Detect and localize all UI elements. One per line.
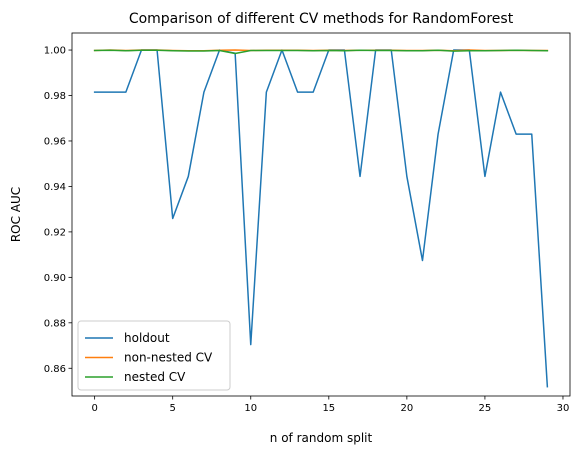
x-tick-label: 10 [244,403,257,414]
y-tick-label: 0.90 [44,273,66,284]
legend-label: nested CV [124,370,186,384]
x-tick-label: 15 [322,403,335,414]
y-tick-label: 0.88 [44,318,66,329]
x-tick-label: 30 [557,403,570,414]
y-tick-label: 0.98 [44,91,66,102]
legend-label: holdout [124,331,170,345]
x-axis-ticks: 0 5 10 15 20 25 30 [91,396,569,414]
x-tick-label: 25 [479,403,492,414]
legend-box [77,320,231,391]
y-tick-label: 0.96 [44,136,66,147]
y-tick-label: 0.92 [44,227,66,238]
chart-title: Comparison of different CV methods for R… [129,11,514,27]
series-line-nested-cv [93,49,549,55]
y-axis-ticks: 0.86 0.88 0.90 0.92 0.94 0.96 0.98 1.00 [44,46,72,375]
x-tick-label: 5 [170,403,176,414]
series-line-holdout [93,49,549,388]
legend: holdout non-nested CV nested CV [77,320,231,391]
legend-label: non-nested CV [124,351,213,365]
x-tick-label: 0 [91,403,97,414]
series-layer [93,49,549,388]
x-tick-label: 20 [400,403,413,414]
y-tick-label: 0.94 [44,182,66,193]
y-axis-label: ROC AUC [9,187,23,242]
plot-frame [71,32,571,397]
y-tick-label: 0.86 [44,364,66,375]
x-axis-label: n of random split [270,431,373,445]
y-tick-label: 1.00 [44,46,66,57]
